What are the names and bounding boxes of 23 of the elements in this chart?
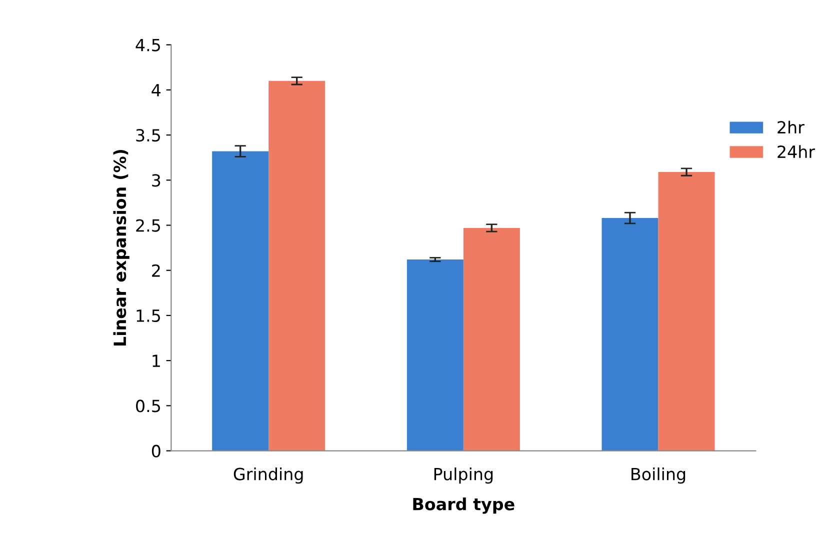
bar	[268, 80, 326, 451]
y-tick-label: 3.5	[136, 128, 160, 142]
y-tick-label: 0.5	[136, 400, 160, 412]
y-tick-label: 4	[152, 84, 161, 96]
x-axis-title: Board type	[413, 497, 514, 514]
bar	[212, 151, 269, 451]
legend-label: 24hr	[778, 145, 816, 158]
y-tick-label: 0	[152, 444, 160, 458]
bar	[602, 218, 658, 451]
y-tick-label: 3	[152, 174, 160, 187]
x-tick-label: Grinding	[234, 467, 303, 484]
y-tick-label: 2	[152, 264, 160, 277]
y-axis-title: Linear expansion (%)	[113, 150, 130, 346]
x-tick-label: Boiling	[632, 467, 686, 484]
y-tick-label: 4.5	[136, 38, 160, 52]
bar	[406, 260, 464, 451]
y-tick-label: 1	[152, 354, 160, 367]
y-tick-label: 2.5	[136, 219, 160, 232]
x-tick-label: Pulping	[434, 467, 493, 484]
bar	[658, 172, 715, 451]
legend-label: 2hr	[778, 120, 804, 134]
y-tick-label: 1.5	[136, 310, 160, 322]
bar	[463, 228, 520, 451]
